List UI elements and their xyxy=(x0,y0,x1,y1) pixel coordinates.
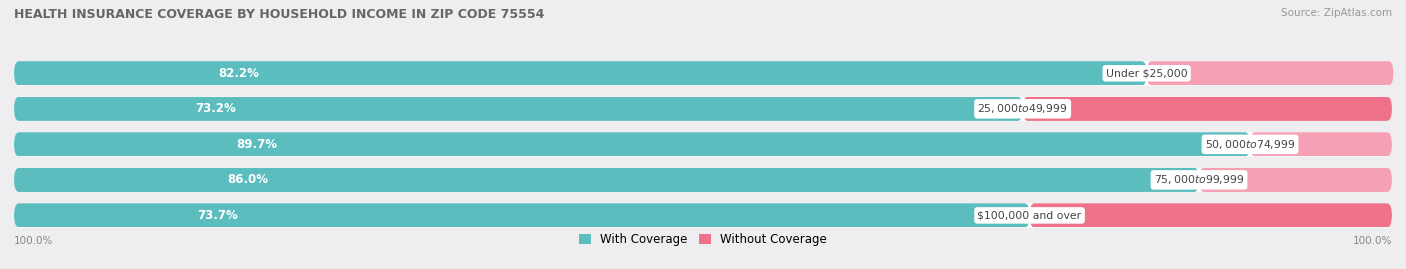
Text: 73.2%: 73.2% xyxy=(195,102,236,115)
Text: 100.0%: 100.0% xyxy=(14,236,53,246)
FancyBboxPatch shape xyxy=(14,132,1392,157)
FancyBboxPatch shape xyxy=(1022,97,1392,121)
FancyBboxPatch shape xyxy=(14,97,1022,121)
Text: Source: ZipAtlas.com: Source: ZipAtlas.com xyxy=(1281,8,1392,18)
FancyBboxPatch shape xyxy=(14,61,1147,85)
FancyBboxPatch shape xyxy=(14,168,1199,192)
Text: $25,000 to $49,999: $25,000 to $49,999 xyxy=(977,102,1067,115)
Text: 100.0%: 100.0% xyxy=(1353,236,1392,246)
FancyBboxPatch shape xyxy=(1147,61,1393,85)
Text: $100,000 and over: $100,000 and over xyxy=(977,210,1081,220)
Text: 89.7%: 89.7% xyxy=(236,138,277,151)
FancyBboxPatch shape xyxy=(14,61,1392,85)
Text: 73.7%: 73.7% xyxy=(197,209,238,222)
FancyBboxPatch shape xyxy=(1199,168,1392,192)
FancyBboxPatch shape xyxy=(1250,132,1392,157)
FancyBboxPatch shape xyxy=(14,203,1029,228)
FancyBboxPatch shape xyxy=(1029,203,1392,228)
Text: $50,000 to $74,999: $50,000 to $74,999 xyxy=(1205,138,1295,151)
FancyBboxPatch shape xyxy=(14,168,1392,192)
Text: 82.2%: 82.2% xyxy=(218,67,259,80)
Text: $75,000 to $99,999: $75,000 to $99,999 xyxy=(1154,174,1244,186)
FancyBboxPatch shape xyxy=(14,97,1392,121)
FancyBboxPatch shape xyxy=(14,132,1250,157)
Text: 86.0%: 86.0% xyxy=(228,174,269,186)
Text: HEALTH INSURANCE COVERAGE BY HOUSEHOLD INCOME IN ZIP CODE 75554: HEALTH INSURANCE COVERAGE BY HOUSEHOLD I… xyxy=(14,8,544,21)
Legend: With Coverage, Without Coverage: With Coverage, Without Coverage xyxy=(579,233,827,246)
FancyBboxPatch shape xyxy=(14,203,1392,228)
Text: Under $25,000: Under $25,000 xyxy=(1105,68,1188,78)
